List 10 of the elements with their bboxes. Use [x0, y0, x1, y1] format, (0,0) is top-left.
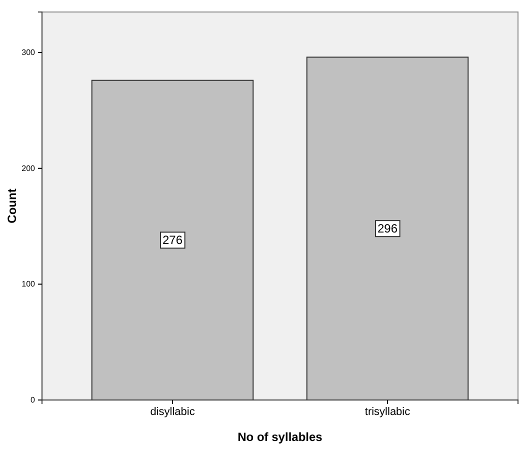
data-label: 296	[377, 222, 398, 236]
x-tick-label: trisyllabic	[364, 406, 411, 418]
y-tick-label: 0	[30, 396, 36, 405]
data-label: 276	[162, 233, 183, 248]
x-axis-title: No of syllables	[238, 430, 323, 444]
y-axis-title: Count	[5, 188, 19, 224]
y-tick-label: 300	[22, 48, 36, 58]
x-tick-label: disyllabic	[150, 406, 196, 418]
y-tick-label: 100	[22, 280, 36, 289]
y-tick-label: 200	[22, 164, 36, 173]
